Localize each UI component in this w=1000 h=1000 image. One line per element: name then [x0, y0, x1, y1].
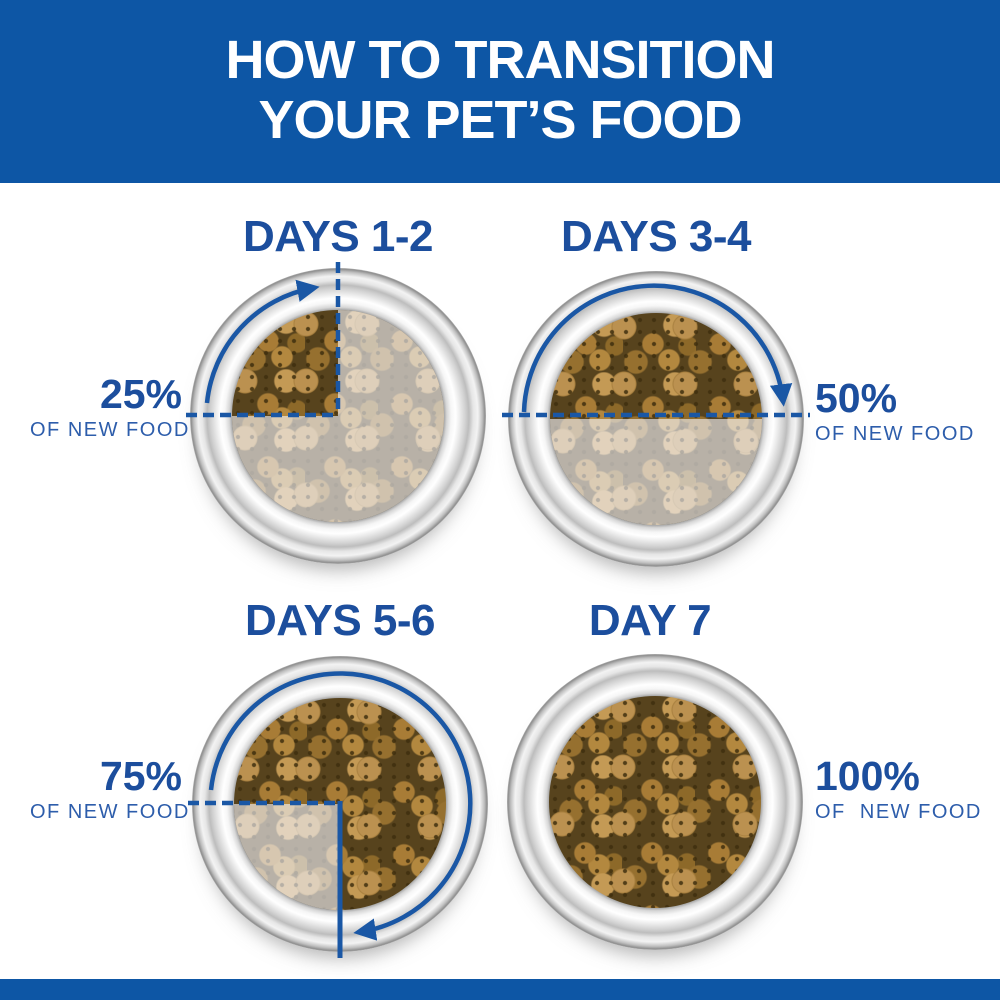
percent-value: 50% — [815, 375, 898, 421]
percent-label-25: 25% OF NEW FOOD — [30, 371, 190, 442]
old-food-faded-region — [550, 419, 762, 525]
kibble-days-5-6 — [234, 698, 446, 910]
kibble-days-3-4 — [550, 313, 762, 525]
day-label-days-3-4: DAYS 3-4 — [560, 212, 752, 261]
sweep-arrow-days-5-6 — [208, 671, 473, 941]
food-bowl-days-1-2 — [190, 268, 486, 564]
food-bowl-day-7 — [507, 654, 803, 950]
day-label-days-1-2: DAYS 1-2 — [242, 212, 434, 261]
percent-sublabel: OF NEW FOOD — [30, 801, 190, 823]
percent-label-75: 75% OF NEW FOOD — [30, 753, 190, 824]
title-line-2: YOUR PET’S FOOD — [258, 90, 742, 150]
old-food-faded-region — [232, 310, 444, 522]
percent-sublabel: OF NEW FOOD — [815, 423, 975, 445]
old-food-faded-region — [234, 804, 340, 910]
percent-value: 75% — [99, 753, 182, 799]
percent-value: 25% — [99, 371, 182, 417]
percent-sublabel: OF NEW FOOD — [30, 419, 190, 441]
title-line-1: HOW TO TRANSITION — [225, 30, 776, 90]
sweep-arrow-days-1-2 — [204, 279, 320, 404]
percent-label-100: 100% OF NEW FOOD — [815, 756, 1000, 824]
food-bowl-days-5-6 — [192, 656, 488, 952]
footer-bar — [0, 979, 1000, 1000]
percent-value: 100% — [815, 753, 920, 799]
day-label-day-7: DAY 7 — [588, 596, 712, 645]
header-banner: HOW TO TRANSITION YOUR PET’S FOOD — [0, 0, 1000, 183]
day-label-days-5-6: DAYS 5-6 — [244, 596, 436, 645]
food-bowl-days-3-4 — [508, 271, 804, 567]
sweep-arrow-days-3-4 — [521, 283, 793, 413]
kibble-day-7 — [549, 696, 761, 908]
kibble-days-1-2 — [232, 310, 444, 522]
percent-label-50: 50% OF NEW FOOD — [815, 378, 1000, 446]
percent-sublabel: OF NEW FOOD — [815, 801, 982, 823]
